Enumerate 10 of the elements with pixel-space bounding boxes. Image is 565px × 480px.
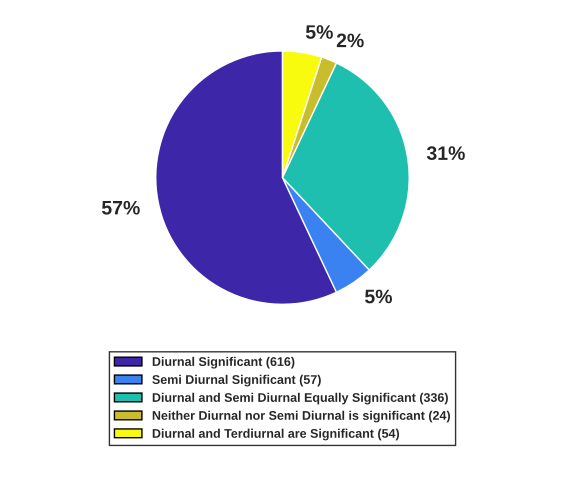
data-label: 2%	[336, 34, 364, 48]
data-label: 57%	[102, 200, 140, 215]
legend-label: Diurnal and Semi Diurnal Equally Significant (336)	[152, 392, 448, 404]
legend-label: Semi Diurnal Significant (57)	[152, 374, 321, 387]
data-label: 5%	[306, 25, 333, 39]
data-label: 5%	[365, 290, 392, 304]
legend-label: Diurnal Significant (616)	[152, 356, 294, 369]
legend-label: Diurnal and Terdiurnal are Significant (54)	[152, 428, 400, 440]
legend-label: Neither Diurnal nor Semi Diurnal is significant (24)	[152, 410, 450, 422]
data-label: 31%	[426, 146, 465, 160]
